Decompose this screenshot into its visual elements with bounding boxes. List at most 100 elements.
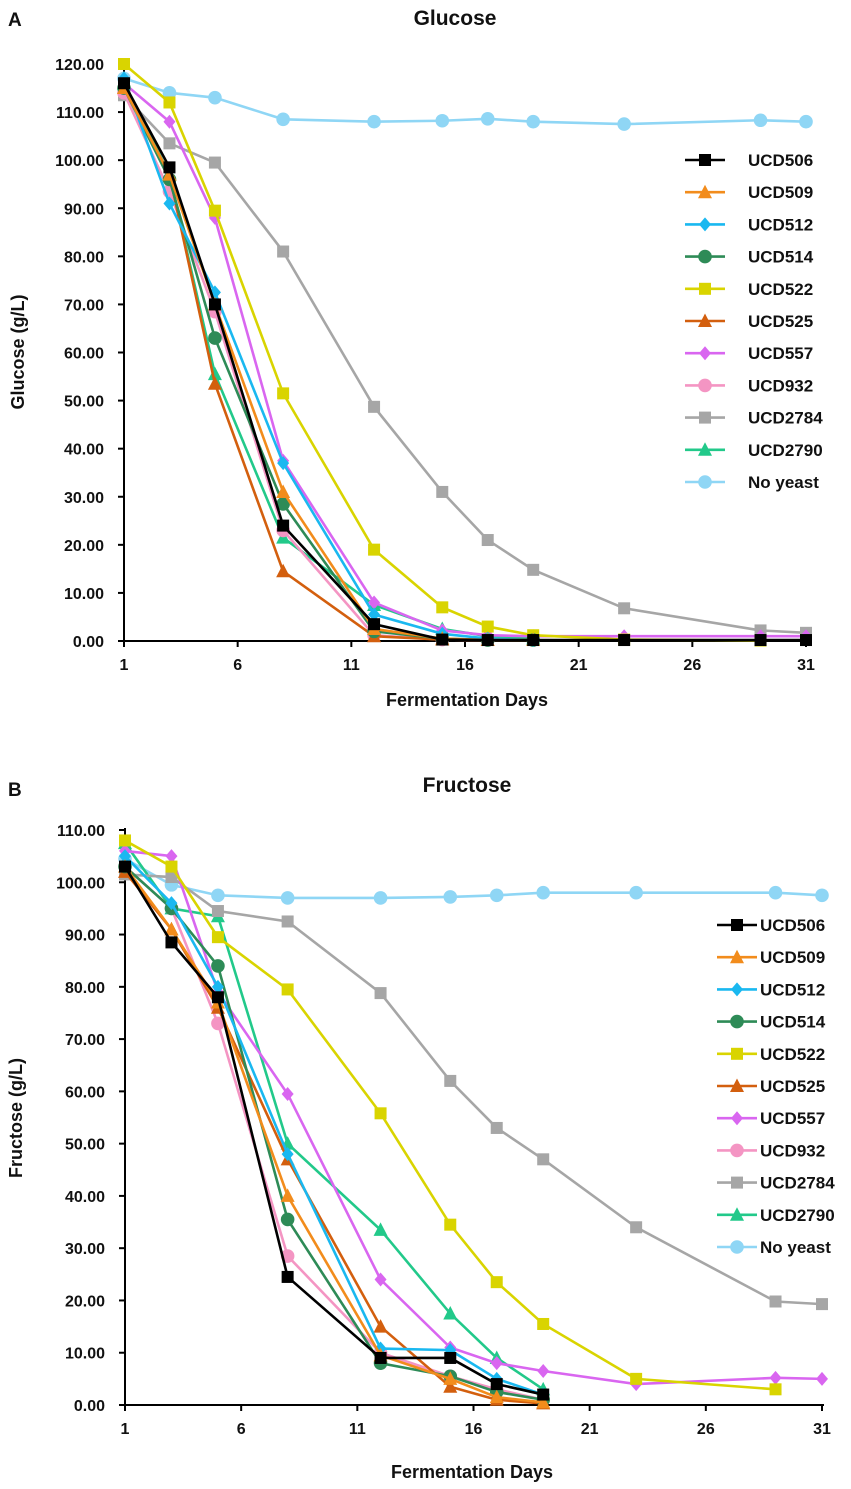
legend-label: UCD932	[760, 1141, 825, 1160]
data-point	[281, 1270, 294, 1283]
series-ucd506	[118, 77, 812, 647]
data-point	[435, 113, 450, 128]
x-tick-label: 21	[581, 1421, 599, 1438]
data-point	[618, 634, 631, 647]
data-point	[276, 112, 290, 127]
data-point	[368, 607, 381, 622]
y-tick-label: 80.00	[64, 249, 104, 266]
data-point	[119, 834, 131, 847]
data-point	[374, 1351, 387, 1364]
glucose-chart: A Glucose Glucose (g/L) Fermentation Day…	[8, 7, 823, 710]
legend-marker	[699, 411, 711, 424]
legend-item: UCD557	[717, 1109, 825, 1128]
data-point	[165, 849, 178, 864]
legend-marker	[698, 249, 712, 264]
x-tick-label: 26	[683, 657, 701, 674]
series-line	[122, 82, 534, 640]
data-point	[443, 1371, 458, 1385]
x-tick-label: 16	[456, 657, 474, 674]
x-tick-label: 31	[797, 657, 815, 674]
series-ucd2784	[118, 89, 812, 639]
legend-label: UCD2790	[748, 441, 823, 460]
data-point	[816, 1298, 828, 1311]
data-point	[281, 915, 294, 928]
data-point	[163, 161, 176, 174]
data-point	[211, 1016, 225, 1031]
data-point	[536, 885, 550, 900]
data-point	[368, 400, 381, 413]
data-point	[490, 1356, 503, 1371]
x-tick-label: 16	[465, 1421, 483, 1438]
data-point	[280, 891, 295, 905]
data-point	[489, 888, 504, 903]
x-tick-label: 1	[121, 1421, 130, 1438]
data-point	[208, 204, 221, 217]
data-point	[165, 871, 178, 884]
legend-item: UCD525	[685, 312, 813, 331]
legend-label: UCD509	[760, 948, 825, 967]
y-tick-label: 90.00	[65, 928, 105, 945]
data-point	[373, 1319, 388, 1333]
data-point	[211, 959, 225, 973]
data-point	[536, 1394, 551, 1409]
legend-marker	[730, 949, 744, 964]
data-point	[436, 633, 449, 646]
x-axis-label: Fermentation Days	[386, 690, 548, 710]
legend-marker	[699, 154, 711, 166]
data-point	[754, 634, 767, 647]
series-ucd522	[119, 834, 782, 1396]
data-point	[277, 456, 290, 471]
data-point	[368, 618, 381, 631]
data-point	[164, 921, 179, 936]
y-tick-label: 70.00	[65, 1032, 105, 1049]
legend-item: UCD932	[717, 1141, 825, 1160]
data-point	[208, 156, 221, 169]
legend-marker	[698, 184, 712, 199]
data-point	[444, 1218, 457, 1231]
data-point	[481, 534, 494, 547]
y-axis-label: Fructose (g/L)	[6, 1058, 26, 1178]
legend-marker	[730, 1207, 744, 1221]
data-point	[281, 1147, 294, 1162]
y-tick-label: 110.00	[56, 105, 104, 122]
legend-label: UCD509	[748, 183, 813, 202]
series-line	[124, 865, 544, 1402]
legend-label: UCD506	[748, 151, 813, 170]
data-point	[163, 196, 176, 211]
data-point	[537, 1317, 550, 1330]
legend-item: UCD509	[685, 183, 813, 202]
data-point	[208, 331, 222, 345]
data-point	[162, 86, 177, 100]
x-tick-label: 21	[570, 657, 588, 674]
series-line	[122, 87, 534, 642]
data-point	[480, 112, 495, 126]
data-point	[163, 114, 176, 129]
legend-label: UCD2784	[760, 1174, 835, 1193]
y-tick-label: 20.00	[64, 538, 104, 555]
series-line	[124, 855, 544, 1396]
legend-item: UCD2784	[717, 1174, 835, 1193]
legend-item: UCD506	[685, 151, 813, 170]
legend-item: UCD512	[685, 215, 813, 234]
legend-marker	[731, 1047, 743, 1060]
data-point	[119, 849, 131, 864]
legend-item: UCD2790	[717, 1206, 835, 1225]
data-point	[165, 936, 178, 949]
panel-label: B	[8, 780, 22, 801]
x-tick-label: 11	[343, 657, 360, 674]
data-point	[281, 1086, 294, 1101]
legend-marker	[699, 346, 711, 361]
data-point	[280, 1188, 295, 1202]
data-point	[208, 90, 222, 105]
y-tick-label: 30.00	[65, 1241, 105, 1258]
data-point	[368, 595, 381, 610]
legend-marker	[731, 982, 743, 997]
x-tick-label: 11	[349, 1421, 366, 1438]
data-point	[280, 1212, 295, 1227]
y-tick-label: 120.00	[55, 57, 104, 74]
y-tick-label: 60.00	[65, 1084, 105, 1101]
data-point	[277, 387, 290, 400]
data-point	[163, 96, 176, 109]
data-point	[277, 245, 290, 258]
data-point	[444, 1074, 457, 1087]
